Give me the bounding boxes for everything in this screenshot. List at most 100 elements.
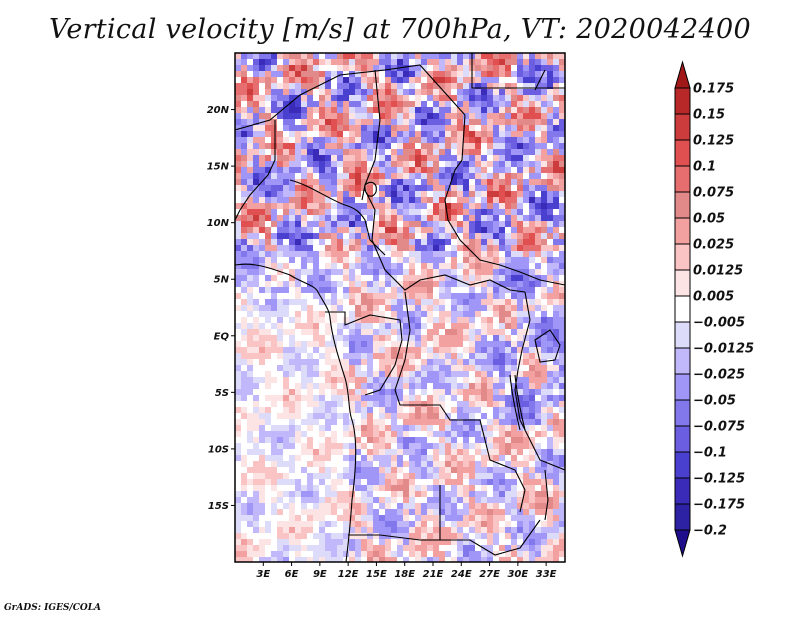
field-cell — [295, 251, 301, 257]
field-cell — [385, 527, 391, 533]
lon-tick-label: 9E — [313, 569, 327, 580]
field-cell — [523, 275, 529, 281]
field-cell — [343, 437, 349, 443]
field-cell — [433, 71, 439, 77]
field-cell — [301, 305, 307, 311]
field-cell — [355, 257, 361, 263]
field-cell — [283, 545, 289, 551]
field-cell — [463, 131, 469, 137]
field-cell — [421, 281, 427, 287]
field-cell — [385, 413, 391, 419]
field-cell — [409, 485, 415, 491]
field-cell — [409, 95, 415, 101]
field-cell — [343, 149, 349, 155]
field-cell — [559, 473, 565, 479]
field-cell — [295, 407, 301, 413]
field-cell — [493, 437, 499, 443]
field-cell — [271, 437, 277, 443]
field-cell — [403, 239, 409, 245]
field-cell — [331, 65, 337, 71]
field-cell — [529, 59, 535, 65]
field-cell — [301, 101, 307, 107]
field-cell — [289, 407, 295, 413]
field-cell — [517, 161, 523, 167]
field-cell — [253, 509, 259, 515]
field-cell — [301, 257, 307, 263]
field-cell — [457, 419, 463, 425]
field-cell — [247, 551, 253, 557]
field-cell — [385, 197, 391, 203]
field-cell — [397, 239, 403, 245]
field-cell — [385, 275, 391, 281]
field-cell — [535, 113, 541, 119]
field-cell — [421, 323, 427, 329]
field-cell — [553, 137, 559, 143]
field-cell — [535, 155, 541, 161]
field-cell — [391, 155, 397, 161]
field-cell — [397, 539, 403, 545]
field-cell — [529, 263, 535, 269]
field-cell — [421, 293, 427, 299]
field-cell — [433, 59, 439, 65]
field-cell — [373, 485, 379, 491]
field-cell — [427, 341, 433, 347]
field-cell — [403, 443, 409, 449]
field-cell — [379, 527, 385, 533]
field-cell — [325, 305, 331, 311]
field-cell — [235, 95, 241, 101]
field-cell — [379, 185, 385, 191]
field-cell — [253, 329, 259, 335]
field-cell — [277, 419, 283, 425]
field-cell — [349, 359, 355, 365]
field-cell — [499, 455, 505, 461]
field-cell — [319, 383, 325, 389]
field-cell — [421, 407, 427, 413]
field-cell — [505, 377, 511, 383]
field-cell — [349, 401, 355, 407]
field-cell — [511, 245, 517, 251]
field-cell — [277, 545, 283, 551]
field-cell — [379, 353, 385, 359]
field-cell — [415, 137, 421, 143]
field-cell — [313, 197, 319, 203]
field-cell — [445, 431, 451, 437]
field-cell — [265, 71, 271, 77]
field-cell — [451, 443, 457, 449]
field-cell — [391, 263, 397, 269]
field-cell — [541, 191, 547, 197]
field-cell — [235, 467, 241, 473]
field-cell — [349, 353, 355, 359]
field-cell — [439, 533, 445, 539]
field-cell — [289, 167, 295, 173]
field-cell — [559, 137, 565, 143]
field-cell — [421, 359, 427, 365]
field-cell — [541, 59, 547, 65]
field-cell — [547, 221, 553, 227]
field-cell — [289, 455, 295, 461]
field-cell — [289, 221, 295, 227]
field-cell — [343, 125, 349, 131]
field-cell — [517, 329, 523, 335]
field-cell — [289, 539, 295, 545]
field-cell — [373, 545, 379, 551]
field-cell — [283, 257, 289, 263]
field-cell — [313, 389, 319, 395]
field-cell — [397, 299, 403, 305]
field-cell — [403, 137, 409, 143]
field-cell — [409, 281, 415, 287]
field-cell — [493, 377, 499, 383]
field-cell — [361, 149, 367, 155]
field-cell — [361, 389, 367, 395]
field-cell — [349, 119, 355, 125]
field-cell — [397, 425, 403, 431]
field-cell — [457, 365, 463, 371]
field-cell — [241, 359, 247, 365]
field-cell — [253, 539, 259, 545]
field-cell — [463, 329, 469, 335]
field-cell — [493, 449, 499, 455]
field-cell — [505, 149, 511, 155]
field-cell — [385, 383, 391, 389]
field-cell — [433, 455, 439, 461]
field-cell — [553, 191, 559, 197]
field-cell — [505, 263, 511, 269]
